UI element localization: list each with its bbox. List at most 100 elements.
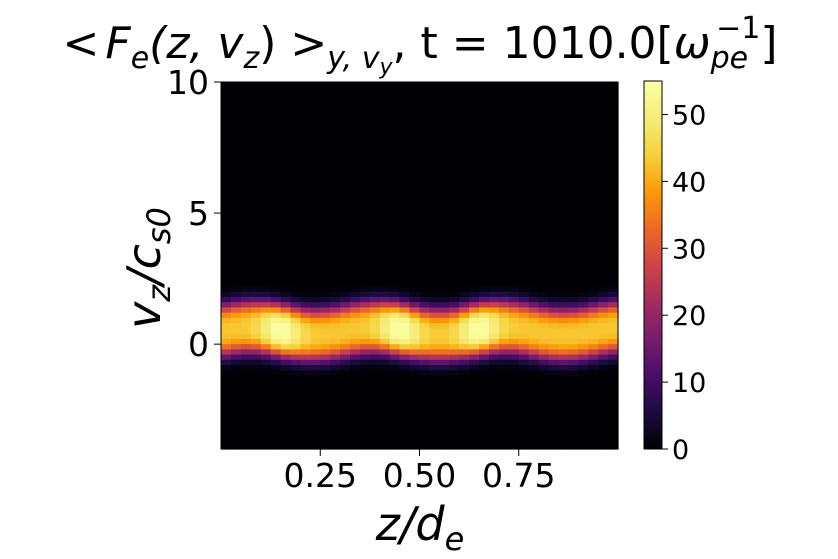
heatmap-cell xyxy=(330,412,341,419)
heatmap-cell xyxy=(320,296,331,303)
heatmap-cell xyxy=(538,380,550,387)
heatmap-cell xyxy=(488,213,500,219)
heatmap-cell xyxy=(280,417,292,424)
heatmap-cell xyxy=(538,422,550,429)
heatmap-cell xyxy=(608,370,619,377)
heatmap-cell xyxy=(558,244,569,251)
heatmap-cell xyxy=(588,223,599,230)
heatmap-cell xyxy=(588,244,599,251)
heatmap-cell xyxy=(479,386,490,392)
heatmap-cell xyxy=(449,386,460,392)
heatmap-cell xyxy=(409,349,421,356)
heatmap-cell xyxy=(608,186,619,193)
heatmap-cell xyxy=(479,134,490,141)
heatmap-cell xyxy=(568,134,579,141)
heatmap-cell xyxy=(429,312,440,319)
heatmap-cell xyxy=(419,171,431,177)
heatmap-cell xyxy=(439,391,450,398)
heatmap-cell xyxy=(608,438,619,445)
heatmap-cell xyxy=(310,123,321,130)
heatmap-cell xyxy=(359,97,371,104)
heatmap-cell xyxy=(221,412,232,419)
heatmap-cell xyxy=(290,291,302,298)
heatmap-cell xyxy=(230,443,242,450)
heatmap-cell xyxy=(221,380,232,387)
heatmap-cell xyxy=(429,239,440,246)
heatmap-cell xyxy=(419,275,431,282)
heatmap-cell xyxy=(310,401,321,408)
heatmap-cell xyxy=(300,422,311,429)
heatmap-cell xyxy=(280,344,292,350)
heatmap-cell xyxy=(250,312,262,319)
heatmap-cell xyxy=(508,218,520,225)
heatmap-cell xyxy=(270,412,282,419)
heatmap-cell xyxy=(379,82,391,88)
heatmap-cell xyxy=(449,165,460,172)
heatmap-cell xyxy=(290,92,302,99)
heatmap-cell xyxy=(488,275,500,282)
heatmap-cell xyxy=(270,375,282,382)
heatmap-cell xyxy=(260,317,272,324)
heatmap-cell xyxy=(518,123,530,130)
heatmap-cell xyxy=(320,171,331,177)
heatmap-cell xyxy=(498,333,510,340)
heatmap-cell xyxy=(578,333,589,340)
heatmap-cell xyxy=(588,265,599,272)
heatmap-cell xyxy=(608,150,619,156)
heatmap-cell xyxy=(260,386,272,392)
heatmap-cell xyxy=(221,186,232,193)
heatmap-cell xyxy=(409,239,421,246)
heatmap-cell xyxy=(449,344,460,350)
heatmap-cell xyxy=(270,139,282,146)
heatmap-cell xyxy=(399,139,411,146)
heatmap-cell xyxy=(350,433,361,440)
heatmap-cell xyxy=(350,359,361,366)
heatmap-cell xyxy=(508,102,520,109)
heatmap-cell xyxy=(221,407,232,413)
heatmap-cell xyxy=(359,265,371,272)
heatmap-cell xyxy=(250,213,262,219)
heatmap-cell xyxy=(558,123,569,130)
heatmap-cell xyxy=(459,123,470,130)
heatmap-cell xyxy=(568,407,579,413)
heatmap-cell xyxy=(280,155,292,162)
heatmap-cell xyxy=(409,192,421,198)
heatmap-cell xyxy=(270,160,282,167)
heatmap-cell xyxy=(230,291,242,298)
heatmap-cell xyxy=(290,102,302,109)
heatmap-cell xyxy=(240,401,252,408)
heatmap-cell xyxy=(598,302,609,309)
heatmap-cell xyxy=(508,281,520,288)
heatmap-cell xyxy=(578,255,589,261)
heatmap-cell xyxy=(340,123,351,130)
heatmap-cell xyxy=(419,391,431,398)
heatmap-cell xyxy=(290,370,302,377)
heatmap-cell xyxy=(429,296,440,303)
heatmap-cell xyxy=(548,359,560,366)
heatmap-cell xyxy=(608,291,619,298)
heatmap-cell xyxy=(568,255,579,261)
heatmap-cell xyxy=(359,291,371,298)
heatmap-cell xyxy=(548,270,560,277)
heatmap-cell xyxy=(439,333,450,340)
heatmap-cell xyxy=(359,118,371,125)
heatmap-cell xyxy=(578,312,589,319)
heatmap-cell xyxy=(429,171,440,177)
heatmap-cell xyxy=(300,302,311,309)
heatmap-cell xyxy=(498,328,510,335)
heatmap-cell xyxy=(379,380,391,387)
heatmap-cell xyxy=(518,207,530,214)
heatmap-cell xyxy=(469,176,480,183)
heatmap-cell xyxy=(419,260,431,267)
heatmap-cell xyxy=(350,386,361,392)
heatmap-cell xyxy=(469,401,480,408)
heatmap-cell xyxy=(340,296,351,303)
heatmap-cell xyxy=(488,386,500,392)
heatmap-cell xyxy=(379,428,391,434)
heatmap-cell xyxy=(350,192,361,198)
heatmap-cell xyxy=(598,433,609,440)
heatmap-cell xyxy=(369,380,381,387)
heatmap-cell xyxy=(578,144,589,151)
heatmap-cell xyxy=(230,396,242,403)
heatmap-cell xyxy=(379,144,391,151)
